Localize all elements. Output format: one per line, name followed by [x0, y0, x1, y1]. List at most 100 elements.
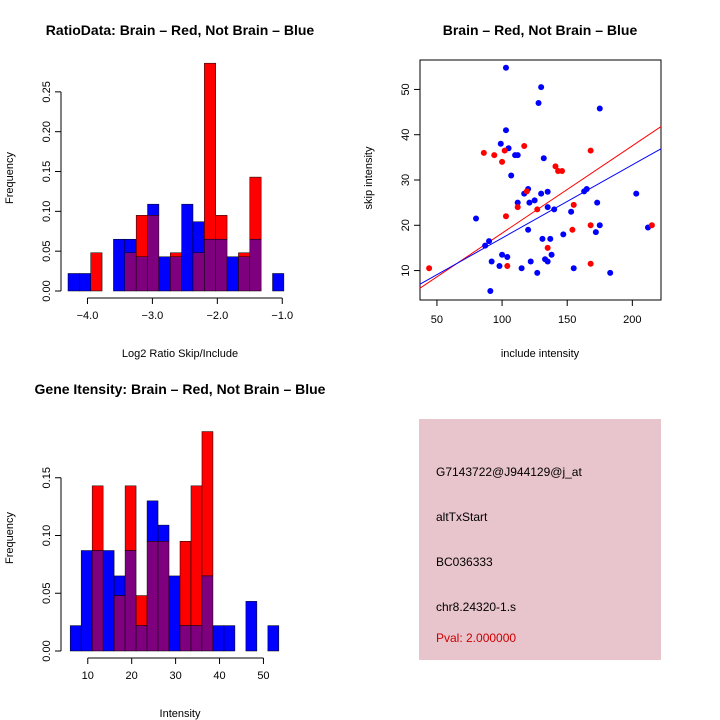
scatter-point: [487, 287, 494, 294]
histogram-overlap-bar: [91, 550, 104, 652]
histogram-bar: [179, 541, 192, 626]
histogram-overlap-bar: [146, 541, 159, 652]
scatter-fit-lines: [419, 126, 662, 289]
scatter-x-ticks: 50 100 150 200: [431, 300, 642, 326]
scatter-point: [560, 231, 567, 238]
histogram-bar: [192, 221, 205, 254]
x-tick-label: −1.0: [271, 310, 293, 322]
scatter-x-axis-label: include intensity: [501, 348, 580, 360]
histogram-overlap-bar: [135, 625, 148, 652]
ratio-histogram-title: RatioData: Brain – Red, Not Brain – Blue: [46, 22, 315, 38]
histogram-bar: [245, 601, 258, 652]
scatter-point: [570, 201, 577, 208]
histogram-overlap-bar: [238, 256, 251, 292]
scatter-point: [534, 206, 541, 213]
histogram-bar: [201, 431, 214, 577]
y-tick-label: 0.05: [41, 583, 53, 604]
histogram-overlap-bar: [204, 238, 216, 292]
scatter-point: [538, 190, 545, 197]
y-tick-label: 0.10: [41, 201, 53, 222]
scatter-point: [426, 265, 433, 272]
histogram-bar: [135, 215, 148, 257]
scatter-point: [558, 167, 565, 174]
histogram-bar: [158, 256, 171, 292]
scatter-point: [504, 253, 511, 260]
y-tick-label: 50: [400, 83, 412, 95]
histogram-bar: [272, 273, 285, 292]
histogram-overlap-bar: [201, 575, 214, 652]
scatter-point: [531, 197, 538, 204]
scatter-point: [486, 238, 493, 245]
info-panel: G7143722@J944129@j_at altTxStart BC03633…: [419, 419, 661, 660]
x-tick-label: 10: [82, 670, 94, 682]
pval-text: Pval: 2.000000: [436, 631, 516, 645]
scatter-point: [540, 155, 547, 162]
histogram-bar: [267, 625, 280, 652]
scatter-point: [527, 258, 534, 265]
scatter-point: [587, 260, 594, 267]
y-tick-label: 20: [400, 219, 412, 231]
scatter-point: [583, 186, 590, 193]
scatter-point: [473, 215, 480, 222]
fit-line: [419, 148, 662, 285]
histogram-bar: [67, 273, 80, 292]
scatter-point: [538, 84, 545, 91]
scatter-point: [592, 229, 599, 236]
scatter-point: [504, 263, 511, 270]
gene-histogram-title: Gene Itensity: Brain – Red, Not Brain – …: [35, 381, 326, 397]
x-tick-label: 30: [169, 670, 181, 682]
x-tick-label: 20: [126, 670, 138, 682]
scatter-y-axis-label: skip intensity: [363, 146, 375, 209]
y-tick-label: 0.00: [41, 640, 53, 661]
accession-text: BC036333: [436, 555, 493, 569]
ratio-x-axis-label: Log2 Ratio Skip/Include: [122, 348, 238, 360]
scatter-point: [570, 265, 577, 272]
histogram-bar: [238, 252, 251, 257]
scatter-point: [544, 188, 551, 195]
ratio-histogram: RatioData: Brain – Red, Not Brain – Blue…: [4, 22, 314, 360]
histogram-bar: [190, 485, 203, 626]
scatter-point: [480, 149, 487, 156]
histogram-overlap-bar: [124, 550, 137, 652]
scatter-point: [482, 242, 489, 249]
scatter-point: [544, 204, 551, 211]
scatter-point: [526, 199, 533, 206]
y-tick-label: 0.05: [41, 240, 53, 261]
info-panel-background: [419, 419, 661, 660]
ratio-histogram-bars: [67, 62, 285, 292]
x-tick-label: 40: [213, 670, 225, 682]
scatter-point: [518, 265, 525, 272]
gene-y-axis-label: Frequency: [4, 512, 16, 564]
histogram-bar: [135, 595, 148, 626]
scatter-points: [426, 64, 655, 294]
histogram-overlap-bar: [179, 625, 192, 652]
scatter-point: [488, 258, 495, 265]
histogram-bar: [80, 550, 93, 652]
scatter-y-ticks: 10 20 30 40 50: [400, 83, 420, 277]
histogram-bar: [124, 485, 137, 551]
y-tick-label: 0.00: [41, 280, 53, 301]
y-tick-label: 0.25: [41, 81, 53, 102]
scatter-point: [501, 147, 508, 154]
gene-x-axis-label: Intensity: [160, 708, 201, 720]
histogram-overlap-bar: [249, 238, 262, 292]
histogram-bar: [157, 524, 170, 542]
probe-id-text: G7143722@J944129@j_at: [436, 465, 582, 479]
scatter-point: [587, 222, 594, 229]
x-tick-label: −2.0: [206, 310, 228, 322]
scatter-point: [502, 127, 509, 134]
histogram-bar: [102, 550, 115, 652]
gene-y-ticks: 0.00 0.05 0.10 0.15: [41, 467, 61, 662]
x-tick-label: −3.0: [142, 310, 164, 322]
x-tick-label: 200: [623, 314, 641, 326]
scatter-point: [525, 226, 532, 233]
histogram-overlap-bar: [124, 252, 137, 292]
y-tick-label: 30: [400, 174, 412, 186]
scatter-point: [499, 158, 506, 165]
histogram-bar: [226, 256, 239, 292]
scatter-point: [551, 206, 558, 213]
histogram-overlap-bar: [190, 625, 203, 652]
histogram-bar: [69, 625, 82, 652]
y-tick-label: 10: [400, 264, 412, 276]
